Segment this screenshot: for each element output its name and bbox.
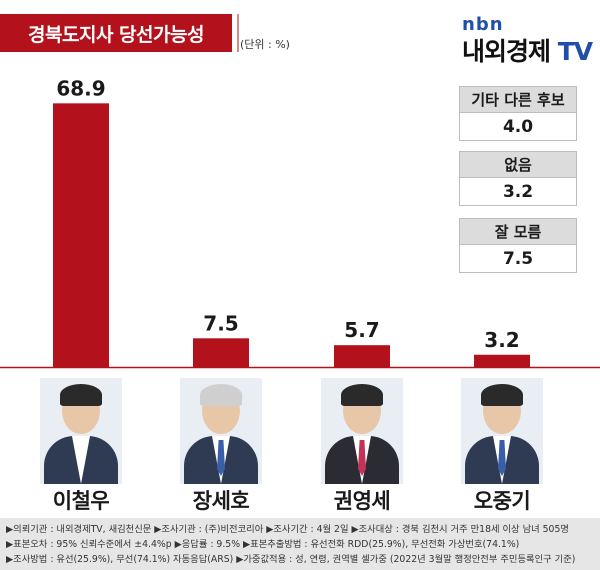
logo-tv: TV: [557, 37, 593, 66]
bar-4: [474, 354, 530, 367]
footnote-line-2: ▶표본오차 : 95% 신뢰수준에서 ±4.4%p ▶응답률 : 9.5% ▶표…: [6, 539, 520, 550]
candidate-name-1: 이철우: [52, 489, 110, 513]
logo-brand-text: 내외경제: [462, 37, 551, 66]
candidate-photo-1: [40, 378, 122, 484]
candidate-name-2: 장세호: [192, 489, 250, 513]
data-label-1: 68.9: [56, 76, 105, 100]
side-box-dont-know: 잘 모름 7.5: [459, 218, 577, 273]
bar-chart: 68.9 7.5 5.7 3.2: [0, 14, 600, 369]
data-label-3: 5.7: [344, 318, 379, 342]
footnote-line-1: ▶의뢰기관 : 내외경제TV, 새김천신문 ▶조사기관 : (주)비전코리아 ▶…: [6, 524, 569, 535]
candidate-photo-3: [321, 378, 403, 484]
data-label-4: 3.2: [484, 328, 519, 352]
survey-footnote: ▶의뢰기관 : 내외경제TV, 새김천신문 ▶조사기관 : (주)비전코리아 ▶…: [0, 518, 600, 570]
bar-3: [334, 345, 390, 367]
side-box-label: 기타 다른 후보: [459, 86, 577, 113]
side-box-label: 잘 모름: [459, 218, 577, 245]
side-box-value: 7.5: [459, 245, 577, 273]
bar-1: [53, 103, 109, 368]
candidate-name-3: 권영세: [333, 489, 391, 513]
side-box-other-candidates: 기타 다른 후보 4.0: [459, 86, 577, 141]
side-box-label: 없음: [459, 151, 577, 178]
side-box-value: 3.2: [459, 178, 577, 206]
candidate-photo-2: [180, 378, 262, 484]
data-label-2: 7.5: [203, 311, 238, 335]
bar-2: [193, 338, 249, 367]
footnote-line-3: ▶조사방법 : 유선(25.9%), 무선(74.1%) 자동응답(ARS) ▶…: [6, 554, 576, 565]
side-box-value: 4.0: [459, 113, 577, 141]
candidate-photo-4: [461, 378, 543, 484]
logo-brand: 내외경제 TV: [462, 32, 593, 68]
side-box-none: 없음 3.2: [459, 151, 577, 206]
unit-label: (단위 : %): [240, 38, 290, 51]
candidate-name-4: 오중기: [473, 489, 531, 513]
logo-nbn: nbn: [462, 14, 504, 35]
chart-title: 경북도지사 당선가능성: [0, 14, 232, 52]
